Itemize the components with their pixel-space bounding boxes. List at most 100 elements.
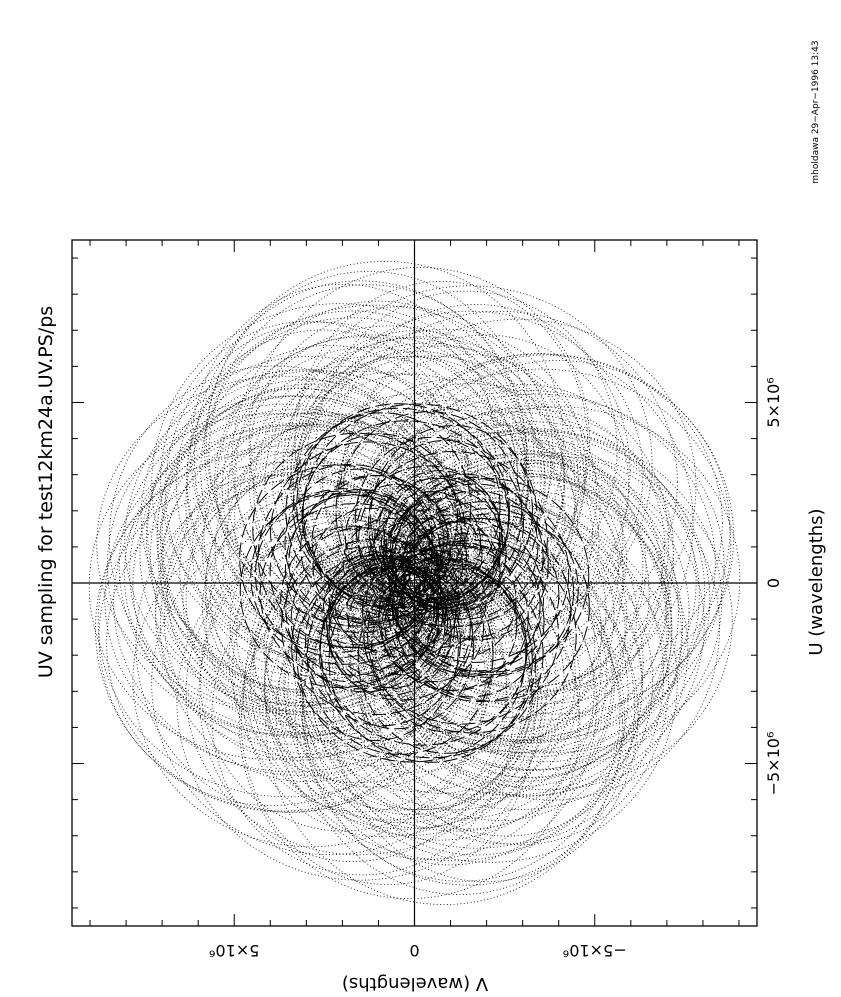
- uv-track-dotted: [299, 563, 539, 829]
- uv-track-dashed: [396, 532, 541, 677]
- uv-track-dashed: [403, 508, 575, 676]
- uv-track-dotted: [343, 334, 630, 638]
- uv-track-dotted: [186, 304, 566, 653]
- uv-tracks: [88, 261, 741, 905]
- uv-track-dotted: [379, 353, 694, 692]
- uv-track-dotted: [350, 429, 711, 771]
- uv-track-dotted: [228, 533, 489, 783]
- u-tick-label: 0: [764, 578, 783, 588]
- uv-track-dotted: [337, 390, 716, 738]
- uv-track-dotted: [186, 317, 519, 647]
- uv-track-dotted: [252, 554, 493, 788]
- footer-stamp: mholdawa 29−Apr−1996 13:43: [811, 40, 821, 183]
- uv-track-dotted: [95, 451, 447, 806]
- uv-track-dotted: [159, 467, 451, 782]
- uv-track-dashed: [305, 557, 461, 727]
- uv-track-dotted: [210, 481, 439, 709]
- uv-track-dotted: [301, 528, 636, 886]
- uv-track-dotted: [182, 470, 447, 726]
- uv-track-dotted: [232, 529, 492, 813]
- uv-track-dotted: [400, 462, 690, 763]
- uv-track-dotted: [176, 525, 542, 881]
- uv-track-dotted: [290, 342, 565, 615]
- uv-track-dotted: [248, 355, 501, 612]
- uv-track-dotted: [287, 285, 653, 641]
- uv-track-dotted: [199, 528, 486, 832]
- uv-track-dotted: [113, 428, 492, 776]
- uv-track-dotted: [104, 425, 484, 773]
- uv-track-dotted: [312, 533, 608, 820]
- uv-track-dotted: [335, 408, 566, 628]
- uv-track-dotted: [396, 476, 669, 779]
- uv-track-dotted: [135, 474, 450, 813]
- uv-track-dashed: [319, 553, 528, 746]
- uv-track-dotted: [155, 478, 458, 759]
- uv-track-dotted: [340, 383, 601, 633]
- uv-track-dotted: [88, 413, 453, 760]
- tick-labels: −5×10⁶ 0 5×10⁶ −5×10⁶ 0 5×10⁶: [209, 377, 783, 960]
- uv-track-dotted: [294, 281, 589, 606]
- uv-track-dotted: [298, 355, 518, 596]
- uv-track-dotted: [310, 519, 643, 849]
- uv-track-dashed: [391, 489, 507, 616]
- uv-track-dotted: [350, 411, 674, 709]
- uv-track-dotted: [251, 542, 465, 748]
- uv-track-dashed: [391, 513, 590, 702]
- uv-track-dotted: [409, 438, 644, 695]
- uv-track-dotted: [140, 356, 479, 677]
- uv-track-dotted: [253, 540, 497, 767]
- uv-track-dotted: [378, 384, 670, 699]
- uv-track-dotted: [264, 551, 539, 824]
- uv-track-dotted: [233, 413, 457, 631]
- uv-track-dotted: [200, 310, 505, 633]
- uv-track-dotted: [263, 513, 643, 862]
- uv-track-dotted: [272, 355, 546, 609]
- uv-track-dotted: [264, 336, 580, 632]
- uv-track-dotted: [322, 310, 678, 654]
- uv-track-dotted: [402, 459, 650, 729]
- chart-title: UV sampling for test12km24a.UV.PS/ps: [35, 306, 57, 678]
- uv-track-dotted: [106, 474, 461, 812]
- uv-track-dotted: [376, 406, 741, 753]
- uv-track-dotted: [227, 419, 441, 649]
- uv-track-dotted: [360, 525, 654, 837]
- uv-track-dotted: [382, 440, 647, 696]
- uv-track-dotted: [337, 453, 705, 797]
- tick-marks: [72, 240, 757, 926]
- uv-track-dotted: [164, 321, 480, 660]
- uv-track-dashed: [382, 508, 483, 602]
- uv-track-dotted: [175, 329, 469, 641]
- uv-track-dotted: [234, 325, 545, 624]
- uv-track-dotted: [292, 345, 585, 620]
- uv-track-dotted: [109, 365, 443, 711]
- uv-track-dotted: [357, 503, 644, 822]
- uv-track-dotted: [139, 403, 429, 704]
- uv-track-dashed: [358, 450, 548, 628]
- uv-track-dotted: [248, 266, 591, 617]
- uv-track-dotted: [376, 496, 615, 737]
- uv-track-dotted: [264, 557, 533, 811]
- uv-track-dotted: [205, 261, 564, 625]
- uv-track-dashed: [285, 407, 510, 617]
- uv-track-dotted: [360, 428, 706, 754]
- uv-track-dotted: [96, 375, 467, 714]
- uv-track-dotted: [386, 455, 720, 801]
- uv-track-dotted: [363, 546, 602, 800]
- uv-track-dotted: [350, 489, 689, 810]
- uv-track-dashed: [394, 476, 544, 639]
- v-tick-label: 5×10⁶: [209, 941, 259, 960]
- uv-track-dotted: [263, 538, 494, 758]
- uv-track-dotted: [190, 283, 496, 619]
- uv-track-dotted: [179, 437, 427, 707]
- uv-track-dotted: [396, 510, 626, 755]
- uv-track-dotted: [388, 517, 602, 747]
- uv-track-dotted: [244, 546, 537, 821]
- uv-track-dotted: [205, 511, 449, 742]
- uv-track-dotted: [229, 514, 459, 735]
- uv-track-dotted: [238, 549, 581, 900]
- uv-track-dotted: [249, 306, 554, 603]
- uv-track-dashed: [301, 420, 510, 613]
- uv-track-dotted: [157, 413, 462, 697]
- uv-track-dotted: [203, 411, 433, 656]
- uv-track-dotted: [204, 461, 438, 719]
